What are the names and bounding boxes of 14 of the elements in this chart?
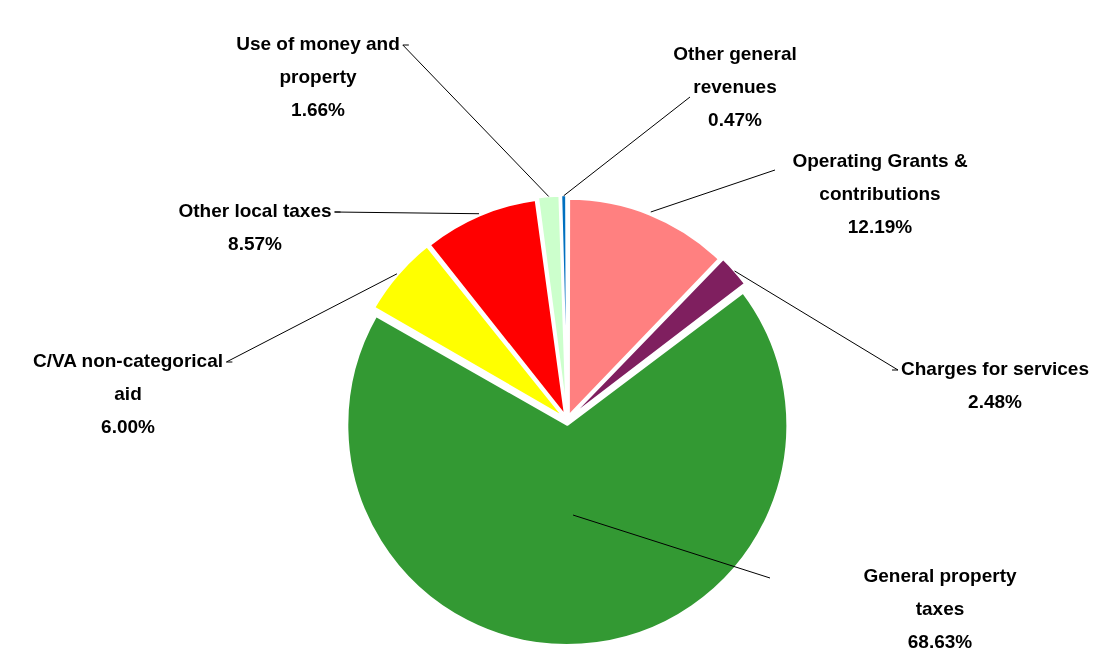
data-label: 0.47% (708, 109, 763, 131)
data-label: 68.63% (907, 631, 973, 653)
slice-label: Other general revenues (673, 43, 797, 98)
data-label: 8.57% (228, 233, 283, 255)
slice-label: C/VA non-categorical aid (32, 350, 224, 405)
slice-label: Operating Grants & contributions (792, 150, 968, 205)
data-label: 6.00% (101, 416, 156, 438)
data-label: 2.48% (968, 391, 1023, 413)
slice-label: General property taxes (863, 565, 1017, 620)
data-label: 12.19% (847, 216, 913, 238)
slice-label: Other local taxes (178, 200, 332, 222)
slice-label: Use of money and property (236, 33, 400, 88)
data-label: 1.66% (291, 99, 346, 121)
slice-label: Charges for services (901, 358, 1089, 380)
